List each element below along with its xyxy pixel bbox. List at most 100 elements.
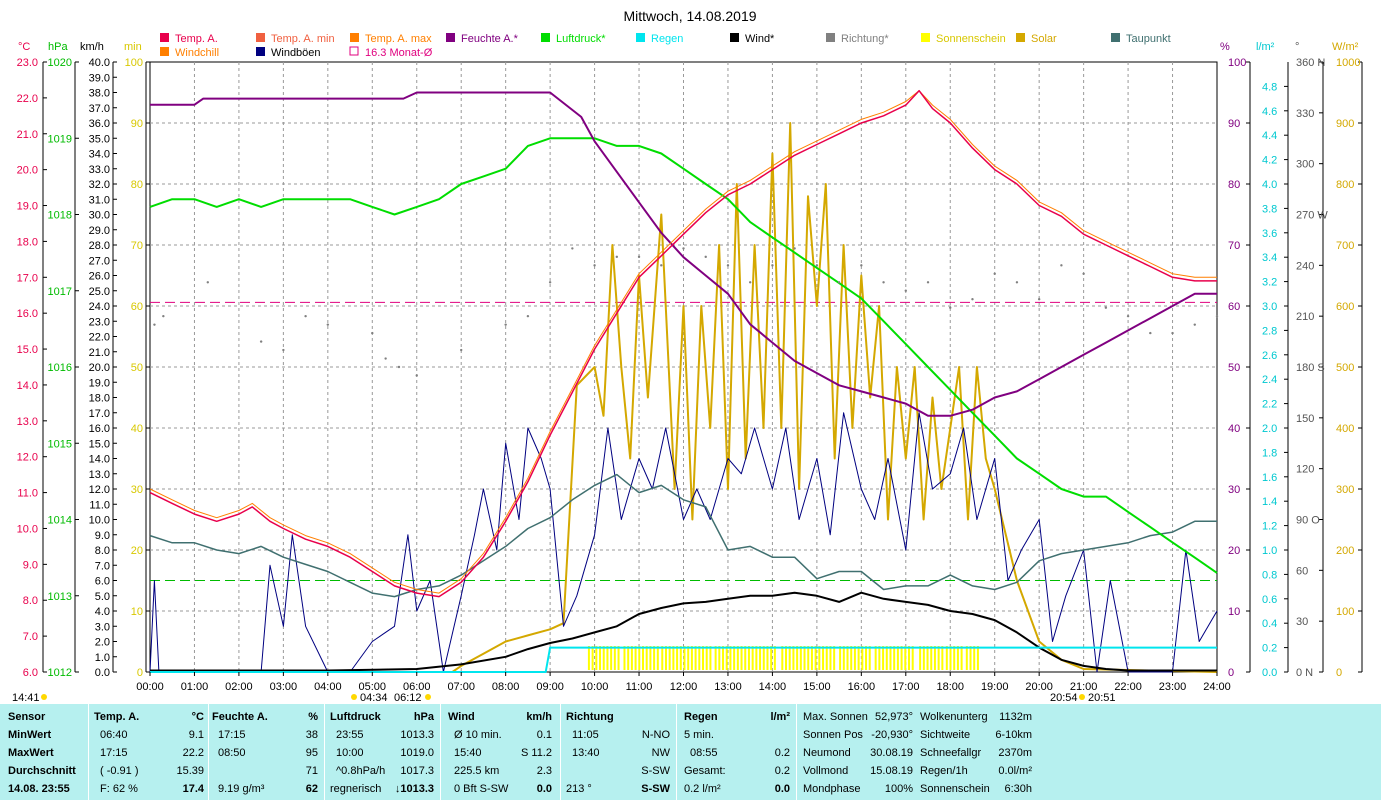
x-tick-label: 02:00 (225, 681, 253, 693)
direction-axis-tick-label: 180 S (1296, 362, 1325, 374)
rain-axis-tick-label: 4.0 (1262, 179, 1277, 191)
solar-axis-tick-label: 700 (1336, 240, 1354, 252)
direction-dot (1215, 314, 1219, 318)
stats-separator (324, 704, 325, 800)
legend-swatch (256, 33, 265, 42)
stats-hum-value: 38 (305, 729, 318, 741)
sunshine-bar (714, 646, 717, 670)
series-regen-line (150, 646, 1217, 673)
sun-axis-tick-label: 10 (131, 606, 143, 618)
wind-axis-tick-label: 7.0 (95, 560, 110, 572)
humidity-axis-tick-label: 70 (1228, 240, 1240, 252)
sunshine-bar (627, 646, 630, 670)
x-tick-label: 14:00 (759, 681, 787, 693)
sunshine-bar (623, 646, 626, 670)
wind-axis-tick-label: 6.0 (95, 576, 110, 588)
direction-dot (1015, 281, 1019, 284)
stats-temp-value: 15.39 (176, 765, 204, 777)
humidity-axis-tick-label: 60 (1228, 301, 1240, 313)
sunshine-bar (751, 646, 754, 670)
legend-label: Temp. A. (175, 33, 218, 45)
sunshine-bar (638, 646, 641, 670)
sunshine-bar (969, 646, 972, 670)
stats-header-wind: Wind (448, 711, 475, 723)
stats-hum-current: 62 (305, 783, 318, 795)
legend-label: 16.3 Monat-Ø (365, 47, 433, 59)
direction-axis-tick-label: 60 (1296, 565, 1308, 577)
sun-axis-tick-label: 50 (131, 362, 143, 374)
stats-dir-degrees: 213 ° (566, 783, 592, 795)
temp-axis-tick-label: 10.0 (17, 523, 38, 535)
sunshine-bar (865, 646, 868, 670)
stats-misc-value: 0.0l/m² (998, 765, 1032, 777)
direction-dot (1126, 314, 1130, 318)
solar-axis-tick-label: 500 (1336, 362, 1354, 374)
wind-axis-tick-label: 37.0 (89, 103, 110, 115)
stats-rain-time: 08:55 (690, 747, 718, 759)
direction-dot (793, 247, 796, 250)
legend-label: Temp. A. min (271, 33, 335, 45)
sunshine-bar (829, 646, 832, 670)
stats-rain-label: 5 min. (684, 729, 714, 741)
pressure-axis-tick-label: 1012 (48, 667, 72, 679)
stats-rain-label: Gesamt: (684, 765, 726, 777)
stats-misc-label: Regen/1h (920, 765, 968, 777)
sun-axis-tick-label: 70 (131, 240, 143, 252)
pressure-axis-tick-label: 1013 (48, 591, 72, 603)
legend-swatch (730, 33, 739, 42)
series-wind-line (150, 591, 1217, 672)
stats-temp-value: 9.1 (188, 729, 204, 741)
direction-dot (926, 281, 930, 284)
wind-axis-tick-label: 18.0 (89, 393, 110, 405)
stats-rain-value: 0.2 (774, 765, 790, 777)
stats-col-rain: Regen l/m² 5 min. 08:55 0.2 Gesamt: 0.2 … (684, 704, 790, 800)
sunshine-bar (661, 646, 664, 670)
sun-axis-tick-label: 40 (131, 423, 143, 435)
solar-axis-tick-label: 0 (1336, 667, 1342, 679)
sunshine-bar (587, 646, 590, 670)
sunshine-bar (885, 646, 888, 670)
stats-unit-press: hPa (413, 711, 434, 723)
series-solar-line (150, 122, 1218, 673)
sunshine-bar (733, 646, 736, 670)
humidity-axis-tick-label: 0 (1228, 667, 1234, 679)
stats-hum-time: 17:15 (218, 729, 246, 741)
stats-col-dir: Richtung 11:05 N-NO 13:40 NW S-SW 213 ° … (566, 704, 670, 800)
stats-astro-value: -20,930° (871, 729, 913, 741)
legend-label: Richtung* (841, 33, 889, 45)
rain-axis-tick-label: 1.8 (1262, 447, 1277, 459)
axis-units: °C hPa km/h min% l/m² ° W/m² (18, 41, 1359, 53)
grid (150, 62, 1217, 672)
series-lines (149, 89, 1219, 673)
sun-axis-tick-label: 60 (131, 301, 143, 313)
x-tick-label: 08:00 (492, 681, 520, 693)
legend-swatch (636, 33, 645, 42)
stats-press-value: 1017.3 (400, 765, 434, 777)
stats-misc-label: Sichtweite (920, 729, 971, 741)
wind-axis-tick-label: 28.0 (89, 240, 110, 252)
sunshine-bar (861, 646, 864, 670)
stats-astro-value: 100% (884, 783, 913, 795)
stats-astro-value: 30.08.19 (870, 747, 913, 759)
direction-axis-tick-label: 0 N (1296, 667, 1313, 679)
stats-misc-value: 2370m (998, 747, 1032, 759)
sunshine-bar (610, 646, 613, 670)
sunshine-bar (725, 646, 728, 670)
sunshine-bar (956, 646, 959, 670)
sunshine-bar (687, 646, 690, 670)
sunshine-bar (976, 646, 979, 670)
weather-chart: Mittwoch, 14.08.2019 Temp. A. Temp. A. mi… (12, 8, 1363, 704)
pressure-axis-tick-label: 1018 (48, 210, 72, 222)
wind-axis-tick-label: 13.0 (89, 469, 110, 481)
stats-hum-value: 71 (305, 765, 318, 777)
sunshine-bar (773, 646, 776, 670)
direction-axis-tick-label: 120 (1296, 464, 1314, 476)
legend-swatch (349, 46, 359, 56)
temp-axis-tick-label: 18.0 (17, 236, 38, 248)
solar-axis-tick-label: 300 (1336, 484, 1354, 496)
rain-axis-tick-label: 4.4 (1262, 130, 1277, 142)
sunshine-bar (613, 646, 616, 670)
rain-axis-tick-label: 3.4 (1262, 252, 1277, 264)
x-tick-label: 07:00 (447, 681, 475, 693)
pressure-axis-tick-label: 1016 (48, 362, 72, 374)
